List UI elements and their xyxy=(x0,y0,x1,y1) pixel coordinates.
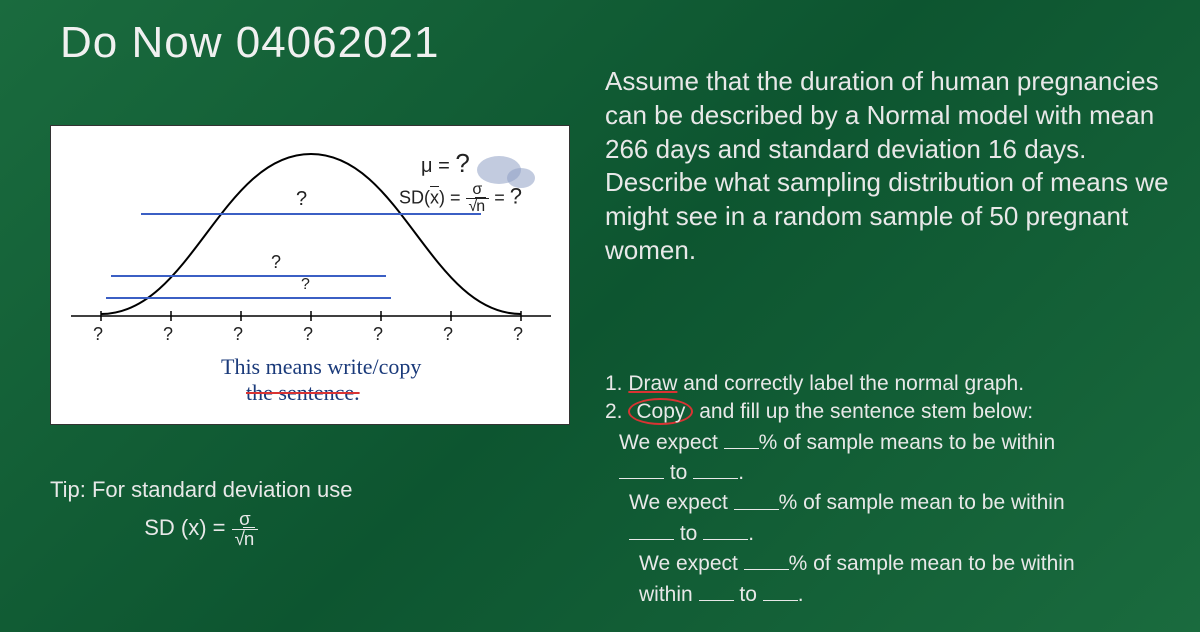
instructions: 1. Draw and correctly label the normal g… xyxy=(605,370,1195,609)
tip-formula: SD (x) = σ n xyxy=(50,510,352,548)
axis-label: ? xyxy=(303,324,313,345)
axis-label: ? xyxy=(443,324,453,345)
sd-annotation: SD(x) = σ n = ? xyxy=(399,182,522,215)
instruction-2: 2. Copy and fill up the sentence stem be… xyxy=(605,398,1195,426)
inner-label: ? xyxy=(271,252,281,273)
axis-label: ? xyxy=(373,324,383,345)
axis-label: ? xyxy=(513,324,523,345)
tip-line: Tip: For standard deviation use xyxy=(50,475,352,506)
sentence-stem-2: We expect % of sample mean to be within … xyxy=(629,487,1195,548)
handwritten-note: This means write/copy xyxy=(221,354,421,380)
inner-label: ? xyxy=(301,276,310,294)
handwritten-note-2: the sentence. xyxy=(246,380,360,406)
inner-label: ? xyxy=(296,188,307,211)
axis-label: ? xyxy=(233,324,243,345)
axis-label: ? xyxy=(93,324,103,345)
sentence-stem-3: We expect % of sample mean to be within … xyxy=(639,548,1195,609)
normal-curve-diagram: ? ? ? ? ? ? ? ? ? ? μ = ? SD(x) = σ n = … xyxy=(50,125,570,425)
mu-annotation: μ = ? xyxy=(421,148,470,179)
prompt-text: Assume that the duration of human pregna… xyxy=(605,65,1180,268)
axis-label: ? xyxy=(163,324,173,345)
tip-block: Tip: For standard deviation use SD (x) =… xyxy=(50,475,352,548)
sentence-stem-1: We expect % of sample means to be within… xyxy=(619,427,1195,488)
slide-title: Do Now 04062021 xyxy=(60,18,439,68)
instruction-1: 1. Draw and correctly label the normal g… xyxy=(605,370,1195,398)
